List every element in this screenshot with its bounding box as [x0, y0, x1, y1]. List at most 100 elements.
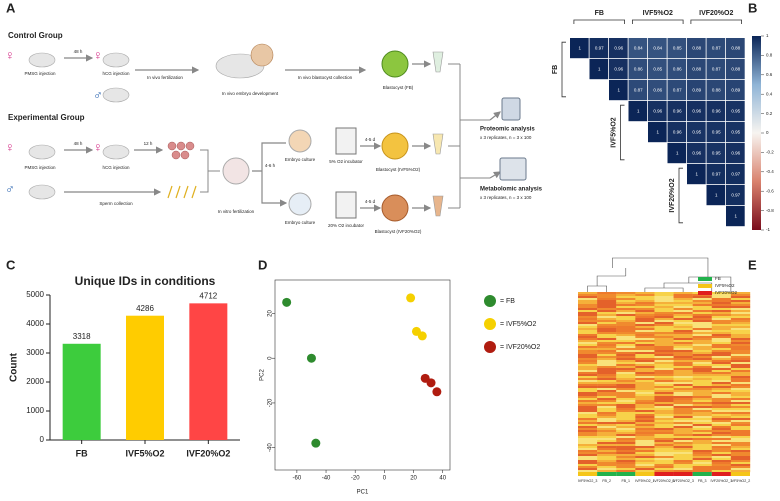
heatmap-cell: [654, 300, 674, 303]
group-bracket: [632, 19, 684, 24]
y-tick-label: 3000: [26, 348, 44, 357]
group-label: IVF20%O2: [699, 10, 733, 17]
colorbar-label: 0.6: [766, 72, 773, 77]
heatmap-cell: [654, 298, 674, 301]
x-tick-label: 40: [439, 476, 446, 482]
heatmap-cell: [711, 454, 732, 457]
heatmap-cell: [654, 462, 674, 465]
heatmap-cell: [654, 386, 674, 389]
heatmap-cell: [673, 412, 693, 415]
heatmap-cell: [654, 316, 674, 319]
heatmap-cell: [730, 440, 751, 443]
heatmap-cell: [730, 410, 751, 413]
heatmap-cell: [578, 414, 598, 417]
heatmap-cell: [711, 406, 732, 409]
heatmap-cell: [616, 410, 636, 413]
heatmap-cell: [711, 326, 732, 329]
corr-cell: [706, 59, 726, 80]
analysis-note: x 3 replicates, n = 3 x 100: [480, 195, 532, 200]
heatmap-cell: [578, 450, 598, 453]
heatmap-cell: [616, 468, 636, 471]
heatmap-cell: [597, 312, 617, 315]
legend-marker: [484, 318, 496, 330]
heatmap-cell: [654, 420, 674, 423]
heatmap-cell: [635, 418, 655, 421]
heatmap-cell: [673, 454, 693, 457]
y-tick-label: 2000: [26, 377, 44, 386]
heatmap-cell: [597, 372, 617, 375]
heatmap-cell: [692, 440, 712, 443]
heatmap-cell: [692, 438, 712, 441]
heatmap-cell: [635, 376, 655, 379]
heatmap-cell: [578, 334, 598, 337]
chart-title: Unique IDs in conditions: [75, 274, 216, 288]
corr-cell: [628, 38, 648, 59]
heatmap-cell: [635, 380, 655, 383]
mouse: [102, 144, 130, 160]
heatmap-cell: [692, 360, 712, 363]
column-label: FB_3: [698, 479, 707, 483]
heatmap-cell: [635, 388, 655, 391]
heatmap-cell: [654, 446, 674, 449]
heatmap-cell: [673, 324, 693, 327]
group-bracket: [620, 104, 625, 161]
heatmap-cell: [616, 352, 636, 355]
heatmap-cell: [578, 322, 598, 325]
female-symbol: ♀: [93, 139, 103, 154]
step-label: Sperm collection: [99, 201, 133, 206]
corr-value: 0.86: [634, 67, 643, 72]
heatmap-cell: [654, 374, 674, 377]
heatmap-cell: [578, 440, 598, 443]
heatmap-cell: [730, 394, 751, 397]
heatmap-cell: [654, 346, 674, 349]
heatmap-cell: [597, 326, 617, 329]
heatmap-cell: [673, 298, 693, 301]
corr-value: 0.96: [712, 109, 721, 114]
mouse: [28, 52, 56, 68]
heatmap-cell: [578, 444, 598, 447]
heatmap-cell: [673, 350, 693, 353]
heatmap-cell: [654, 322, 674, 325]
group-strip: [616, 472, 636, 476]
heatmap-cell: [654, 392, 674, 395]
heatmap-cell: [616, 400, 636, 403]
heatmap-cell: [578, 466, 598, 469]
heatmap-cell: [692, 310, 712, 313]
heatmap-cell: [578, 348, 598, 351]
heatmap-cell: [654, 360, 674, 363]
heatmap-cell: [692, 296, 712, 299]
blastocyst: [381, 194, 409, 222]
corr-value: 0.85: [673, 46, 682, 51]
corr-value: 0.96: [731, 151, 740, 156]
heatmap-cell: [730, 358, 751, 361]
heatmap-cell: [635, 298, 655, 301]
heatmap-cell: [616, 304, 636, 307]
heatmap-cell: [692, 326, 712, 329]
heatmap-cell: [616, 416, 636, 419]
heatmap-cell: [673, 344, 693, 347]
heatmap-cell: [692, 462, 712, 465]
step-label: In vivo fertilization: [147, 75, 183, 80]
corr-value: 0.84: [634, 46, 643, 51]
corr-value: 0.96: [692, 151, 701, 156]
point: [417, 331, 427, 341]
heatmap-cell: [635, 420, 655, 423]
heatmap-cell: [730, 316, 751, 319]
heatmap-cell: [730, 294, 751, 297]
heatmap-cell: [578, 378, 598, 381]
heatmap-cell: [578, 458, 598, 461]
heatmap-cell: [654, 424, 674, 427]
corr-cell: [570, 38, 589, 59]
corr-cell: [628, 80, 648, 101]
heatmap-cell: [654, 454, 674, 457]
heatmap-cell: [616, 452, 636, 455]
heatmap-cell: [654, 358, 674, 361]
heatmap-cell: [578, 436, 598, 439]
heatmap-cell: [692, 308, 712, 311]
heatmap-cell: [692, 320, 712, 323]
heatmap-cell: [730, 364, 751, 367]
heatmap-cell: [654, 318, 674, 321]
heatmap-cell: [578, 366, 598, 369]
heatmap-cell: [597, 402, 617, 405]
heatmap-cell: [635, 300, 655, 303]
